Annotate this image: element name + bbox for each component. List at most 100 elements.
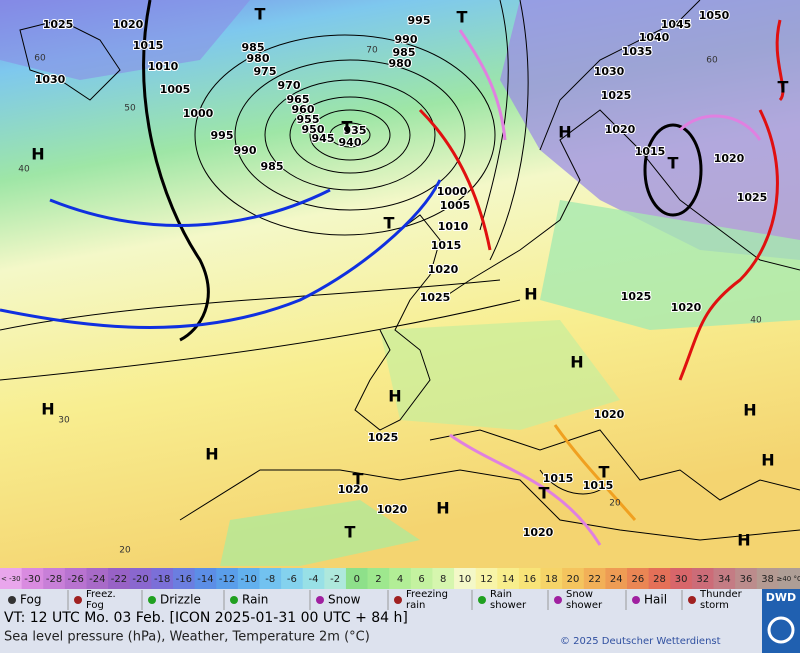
scale-cell: [735, 568, 758, 589]
low-label: T: [353, 470, 364, 489]
scale-label: 30: [675, 574, 688, 585]
scale-label: < -30: [1, 575, 21, 583]
pressure-label: 1015: [635, 145, 666, 158]
legend-symbol: [478, 596, 486, 604]
pressure-label: 1020: [338, 483, 369, 496]
scale-cell: [691, 568, 715, 589]
map-background: [0, 0, 800, 568]
pressure-label: 1020: [428, 263, 459, 276]
scale-label: -24: [89, 574, 105, 585]
scale-cell: [237, 568, 260, 589]
pressure-label: 1015: [133, 39, 164, 52]
pressure-label: 1030: [594, 65, 625, 78]
scale-cell: [194, 568, 217, 589]
temperature-label: 30: [58, 416, 70, 426]
scale-cell: [454, 568, 477, 589]
scale-label: 22: [588, 574, 601, 585]
temperature-label: 40: [18, 165, 30, 175]
scale-cell: [605, 568, 628, 589]
pressure-label: 1050: [699, 9, 730, 22]
low-label: T: [255, 5, 266, 24]
high-label: H: [436, 499, 449, 518]
legend-symbol: [316, 596, 324, 604]
pressure-label: 1000: [183, 107, 214, 120]
scale-label: -2: [330, 574, 340, 585]
pressure-label: 970: [278, 79, 301, 92]
scale-cell: [778, 568, 800, 589]
scale-label: -30: [24, 574, 40, 585]
map-labels: 1025 102010151010100510009959909851030985…: [18, 5, 788, 556]
scale-label: 34: [718, 574, 731, 585]
high-label: H: [743, 401, 756, 420]
pressure-label: 1035: [622, 45, 653, 58]
pressure-label: 1000: [437, 185, 468, 198]
pressure-label: 1045: [661, 18, 692, 31]
scale-cell: [410, 568, 433, 589]
low-label: T: [457, 8, 468, 27]
pressure-label: 1020: [377, 503, 408, 516]
scale-cell: [64, 568, 87, 589]
pressure-label: 1020: [714, 152, 745, 165]
logo: DWD: [766, 591, 796, 604]
low-label: T: [778, 78, 789, 97]
pressure-label: 1015: [431, 239, 462, 252]
legend-symbol: [688, 596, 696, 604]
pressure-label: 1010: [438, 220, 469, 233]
scale-cell: [756, 568, 779, 589]
pressure-label: 1025: [420, 291, 451, 304]
legend-symbol: [230, 596, 238, 604]
pressure-label: 985: [393, 46, 416, 59]
scale-label: -28: [46, 574, 62, 585]
pressure-label: 1025: [43, 18, 74, 31]
pressure-label: 965: [287, 93, 310, 106]
pressure-label: 1005: [440, 199, 471, 212]
scale-cell: [583, 568, 606, 589]
high-label: H: [570, 353, 583, 372]
copyright: © 2025 Deutscher Wetterdienst: [560, 636, 721, 647]
scale-label: 6: [418, 574, 424, 585]
scale-cell: [345, 568, 369, 589]
scale-label: 36: [740, 574, 753, 585]
pressure-label: 1040: [639, 31, 670, 44]
scale-label: -10: [240, 574, 256, 585]
temperature-label: 70: [366, 46, 378, 56]
pressure-label: 950: [302, 123, 325, 136]
pressure-label: 1020: [605, 123, 636, 136]
scale-label: 14: [502, 574, 515, 585]
low-label: T: [599, 463, 610, 482]
pressure-label: 990: [234, 144, 257, 157]
legend-symbol: [394, 596, 402, 604]
temperature-label: 20: [119, 546, 131, 556]
scale-cell: [432, 568, 455, 589]
scale-cell: [367, 568, 390, 589]
scale-cell: [713, 568, 736, 589]
low-label: T: [342, 118, 353, 137]
scale-label: 16: [523, 574, 536, 585]
legend-item: Rain shower: [490, 589, 527, 611]
legend-item: Hail: [644, 593, 667, 607]
pressure-label: 985: [242, 41, 265, 54]
pressure-label: 940: [339, 136, 362, 149]
description: Sea level pressure (hPa), Weather, Tempe…: [4, 630, 370, 645]
high-label: H: [761, 451, 774, 470]
pressure-label: 1020: [671, 301, 702, 314]
scale-cell: [281, 568, 304, 589]
scale-label: -16: [176, 574, 192, 585]
temperature-label: 40: [750, 316, 762, 326]
pressure-label: 955: [297, 113, 320, 126]
color-scale: < -30 -30 -28 -26 -24 -22 -20 -18 -16 -14 -12 -10 -8…: [0, 568, 800, 589]
scale-label: -8: [265, 574, 275, 585]
scale-label: -14: [197, 574, 213, 585]
temperature-label: 20: [609, 499, 621, 509]
scale-cell: [475, 568, 498, 589]
scale-label: -18: [154, 574, 170, 585]
legend-symbol: [554, 596, 562, 604]
scale-label: 38: [761, 574, 774, 585]
scale-cell: [648, 568, 671, 589]
pressure-label: 995: [408, 14, 431, 27]
scale-label: 32: [696, 574, 709, 585]
scale-label: -12: [219, 574, 235, 585]
scale-label: -22: [111, 574, 127, 585]
high-label: H: [41, 400, 54, 419]
